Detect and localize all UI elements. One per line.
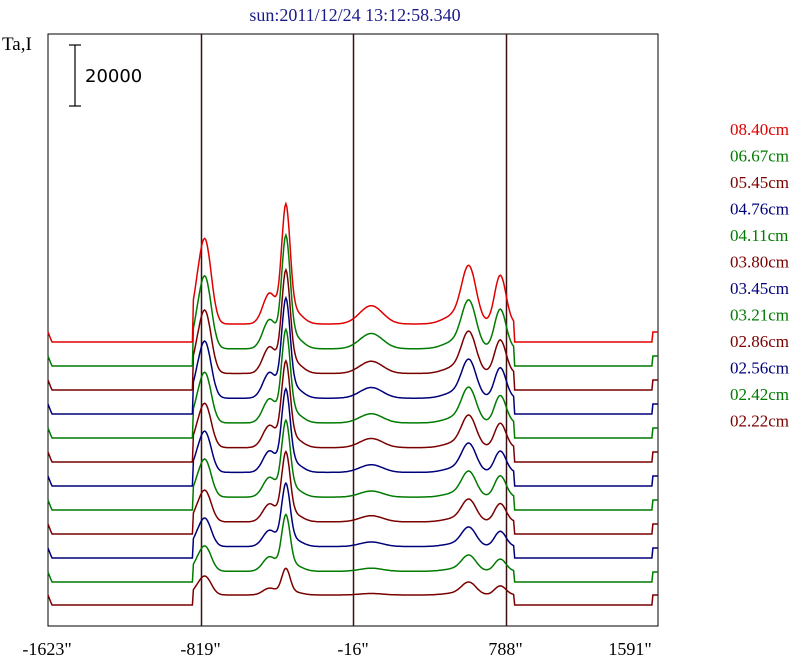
legend-entry-04.11cm: 04.11cm [730, 226, 788, 245]
legend-entry-02.56cm: 02.56cm [730, 359, 789, 378]
series-line-02.22cm [47, 567, 658, 606]
legend-entry-03.80cm: 03.80cm [730, 253, 789, 272]
x-tick-labels: -1623" -819" -16" 788" 1591" [22, 639, 651, 659]
vertical-lines [200, 34, 508, 626]
series-line-05.45cm [47, 267, 658, 391]
series-line-04.11cm [47, 327, 658, 439]
scale-bar-label: 20000 [85, 66, 142, 87]
legend-entry-03.21cm: 03.21cm [730, 306, 789, 325]
series-line-04.76cm [47, 295, 658, 415]
legend-entry-04.76cm: 04.76cm [730, 200, 789, 219]
legend: 08.40cm 06.67cm 05.45cm 04.76cm 04.11cm 03.80… [730, 120, 789, 431]
legend-entry-02.22cm: 02.22cm [730, 412, 789, 431]
series-line-03.80cm [47, 358, 658, 463]
x-tick-label-5: 1591" [608, 639, 651, 659]
x-tick-label-4: 788" [488, 639, 522, 659]
legend-entry-05.45cm: 05.45cm [730, 173, 789, 192]
scale-bar: 20000 [69, 44, 142, 107]
legend-entry-02.86cm: 02.86cm [730, 332, 789, 351]
x-tick-label-3: -16" [337, 639, 368, 659]
series-line-06.67cm [47, 232, 658, 367]
series-line-02.56cm [47, 481, 658, 559]
chart-title: sun:2011/12/24 13:12:58.340 [249, 5, 460, 25]
x-tick-label-1: -1623" [22, 639, 71, 659]
series-line-02.86cm [47, 449, 658, 535]
series-line-03.45cm [47, 386, 658, 487]
x-tick-label-2: -819" [180, 639, 220, 659]
series-line-08.40cm [47, 201, 658, 343]
series-line-02.42cm [47, 513, 658, 583]
series-group [47, 201, 658, 606]
series-line-03.21cm [47, 418, 658, 511]
legend-entry-03.45cm: 03.45cm [730, 279, 789, 298]
legend-entry-02.42cm: 02.42cm [730, 385, 789, 404]
legend-entry-06.67cm: 06.67cm [730, 147, 789, 166]
legend-entry-08.40cm: 08.40cm [730, 120, 789, 139]
y-axis-label: Ta,I [2, 34, 32, 55]
